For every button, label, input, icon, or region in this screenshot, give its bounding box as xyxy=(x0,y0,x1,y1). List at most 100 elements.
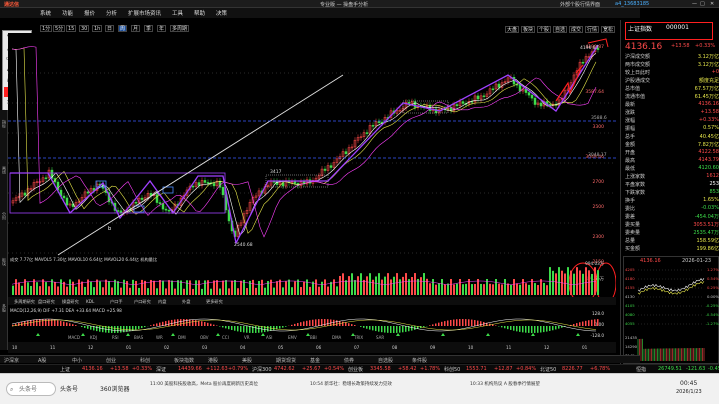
top-right-tab[interactable]: 大盘 xyxy=(505,26,520,33)
top-right-tab[interactable]: 成交 xyxy=(569,26,584,33)
ticker-name[interactable]: 科创50 xyxy=(444,367,461,373)
main-chart[interactable]: 4190.87 3587.64 3300 3048.46 2700 2500 2300 215… xyxy=(8,33,616,353)
top-right-tab[interactable]: 宽松 xyxy=(601,26,616,33)
news-headline[interactable]: 11:00 美股科技股收高，Meta 股价再度刷新历史高位 xyxy=(150,382,259,387)
market-tab[interactable]: 科创 xyxy=(140,358,151,364)
indicator-switch[interactable]: EMV xyxy=(288,335,297,340)
ticker-name[interactable]: 深证 xyxy=(156,367,167,373)
market-tab[interactable]: 债券 xyxy=(344,358,355,364)
indicator-tab[interactable]: 盘口研究 xyxy=(38,298,56,305)
intraday-mini-chart[interactable]: 4136.16 2026-01-23 4205 1.27% 4180 0.54% 415… xyxy=(623,256,719,364)
index-name: 上证指数 xyxy=(628,26,653,33)
macd-bar xyxy=(363,326,365,328)
ticker-name[interactable]: 创业板 xyxy=(348,367,364,373)
market-tab[interactable]: 港股 xyxy=(208,358,219,364)
market-tab[interactable]: 创业 xyxy=(106,358,117,364)
taskbar-app[interactable]: 头条号 xyxy=(60,386,79,393)
menu-item[interactable]: 扩展市场 xyxy=(128,11,151,17)
period-button[interactable]: 季 xyxy=(144,25,154,32)
ticker-name[interactable]: 沪深300 xyxy=(252,367,272,373)
left-strip-label[interactable]: 板块 xyxy=(2,258,7,266)
macd-bar xyxy=(534,326,536,333)
period-button[interactable]: 1分 xyxy=(40,25,53,32)
menu-item[interactable]: 分析 xyxy=(106,11,118,17)
indicator-tab[interactable]: 户口手 xyxy=(110,298,123,305)
menu-item[interactable]: 帮助 xyxy=(194,11,206,17)
volume-bar xyxy=(531,279,533,295)
indicator-switch[interactable]: KDJ xyxy=(90,335,97,340)
macd-bar xyxy=(225,326,227,329)
indicator-switch[interactable]: SAR xyxy=(376,335,384,340)
menu-item[interactable]: 报价 xyxy=(84,11,96,17)
indicator-switch[interactable]: MACD xyxy=(68,335,80,340)
period-button[interactable]: 日 xyxy=(105,25,115,32)
macd-bar xyxy=(276,326,278,330)
top-right-tab[interactable]: 板块 xyxy=(521,26,536,33)
indicator-switch[interactable]: ASI xyxy=(266,335,272,340)
market-tab[interactable]: 基金 xyxy=(310,358,321,364)
market-tab[interactable]: 期货现货 xyxy=(276,358,297,364)
mini-axis-label: 4105 xyxy=(625,303,635,308)
indicator-tab[interactable]: 多周期研究 xyxy=(14,298,36,305)
left-strip-label[interactable]: 分时 xyxy=(2,212,7,220)
indicator-switch[interactable]: BBI xyxy=(310,335,317,340)
indicator-switch[interactable]: DMI xyxy=(178,335,186,340)
marker-box xyxy=(162,186,174,194)
period-button[interactable]: 周 xyxy=(118,25,128,32)
market-tab[interactable]: 美股 xyxy=(242,358,253,364)
market-tab[interactable]: 板块指数 xyxy=(174,358,195,364)
volume-bar xyxy=(156,288,158,295)
left-strip-label[interactable]: 指标 xyxy=(2,120,7,128)
indicator-switch[interactable]: VR xyxy=(244,335,250,340)
period-button[interactable]: 月 xyxy=(131,25,141,32)
close-icon[interactable]: ✕ xyxy=(710,1,715,7)
period-button[interactable]: 5分 xyxy=(53,25,66,32)
menu-item[interactable]: 资讯 xyxy=(150,11,162,17)
menu-item[interactable]: 系统 xyxy=(40,11,52,17)
period-button[interactable]: 多周期 xyxy=(170,25,190,32)
indicator-switch[interactable]: DMA xyxy=(332,335,342,340)
top-right-tab[interactable]: 个股 xyxy=(537,26,552,33)
market-tab[interactable]: 自选股 xyxy=(378,358,394,364)
indicator-tab[interactable]: 外盘 xyxy=(182,298,190,305)
left-strip-label[interactable]: 画线 xyxy=(2,166,7,174)
news-headline[interactable]: 10:33 机构热议 A 股春季行情展望 xyxy=(470,382,540,387)
app-logo: 通达信 xyxy=(4,2,20,8)
market-tab[interactable]: 条件股 xyxy=(412,358,428,364)
taskbar-app[interactable]: 360浏览器 xyxy=(100,386,130,393)
taskbar-search[interactable]: ⌕ 头条号 xyxy=(6,382,56,396)
indicator-switch[interactable]: CCI xyxy=(222,335,229,340)
ticker-name[interactable]: 上证 xyxy=(60,367,71,373)
news-headline[interactable]: 10:54 新华社：稳增长政策持续发力见效 xyxy=(310,382,392,387)
menu-item[interactable]: 工具 xyxy=(172,11,184,17)
indicator-tab[interactable]: 户口研究 xyxy=(134,298,152,305)
indicator-switch[interactable]: OBV xyxy=(200,335,209,340)
macd-bar xyxy=(378,326,380,332)
period-button[interactable]: 15 xyxy=(66,25,77,32)
minimize-icon[interactable]: — xyxy=(692,1,697,7)
top-right-tab[interactable]: 自选 xyxy=(553,26,568,33)
indicator-tab[interactable]: 内盘 xyxy=(158,298,166,305)
market-tab[interactable]: 沪深京 xyxy=(4,358,20,364)
period-button[interactable]: 1h xyxy=(92,25,103,32)
ticker-name[interactable]: 北证50 xyxy=(540,367,557,373)
indicator-tab[interactable]: 更多研究 xyxy=(206,298,224,305)
quote-value: 4143.79 xyxy=(698,157,719,163)
left-strip-label[interactable]: 多股 xyxy=(2,304,7,312)
market-tab[interactable]: A股 xyxy=(38,358,47,364)
indicator-switch[interactable]: RSI xyxy=(112,335,119,340)
index-change: +13.58 xyxy=(671,43,690,49)
ticker-name[interactable]: 恒指 xyxy=(636,367,647,373)
period-button[interactable]: 年 xyxy=(157,25,167,32)
indicator-tab[interactable]: KDL xyxy=(86,299,95,304)
menu-item[interactable]: 功能 xyxy=(62,11,74,17)
top-right-tab[interactable]: 行情 xyxy=(585,26,600,33)
market-tab[interactable]: 中小 xyxy=(72,358,83,364)
period-button[interactable]: 30 xyxy=(79,25,90,32)
indicator-switch[interactable]: BIAS xyxy=(134,335,144,340)
maximize-icon[interactable]: □ xyxy=(700,1,705,7)
indicator-tab[interactable]: 操盘研究 xyxy=(62,298,80,305)
menu-item[interactable]: 决策 xyxy=(216,11,228,17)
indicator-switch[interactable]: TRIX xyxy=(353,335,363,340)
indicator-switch[interactable]: WR xyxy=(156,335,163,340)
